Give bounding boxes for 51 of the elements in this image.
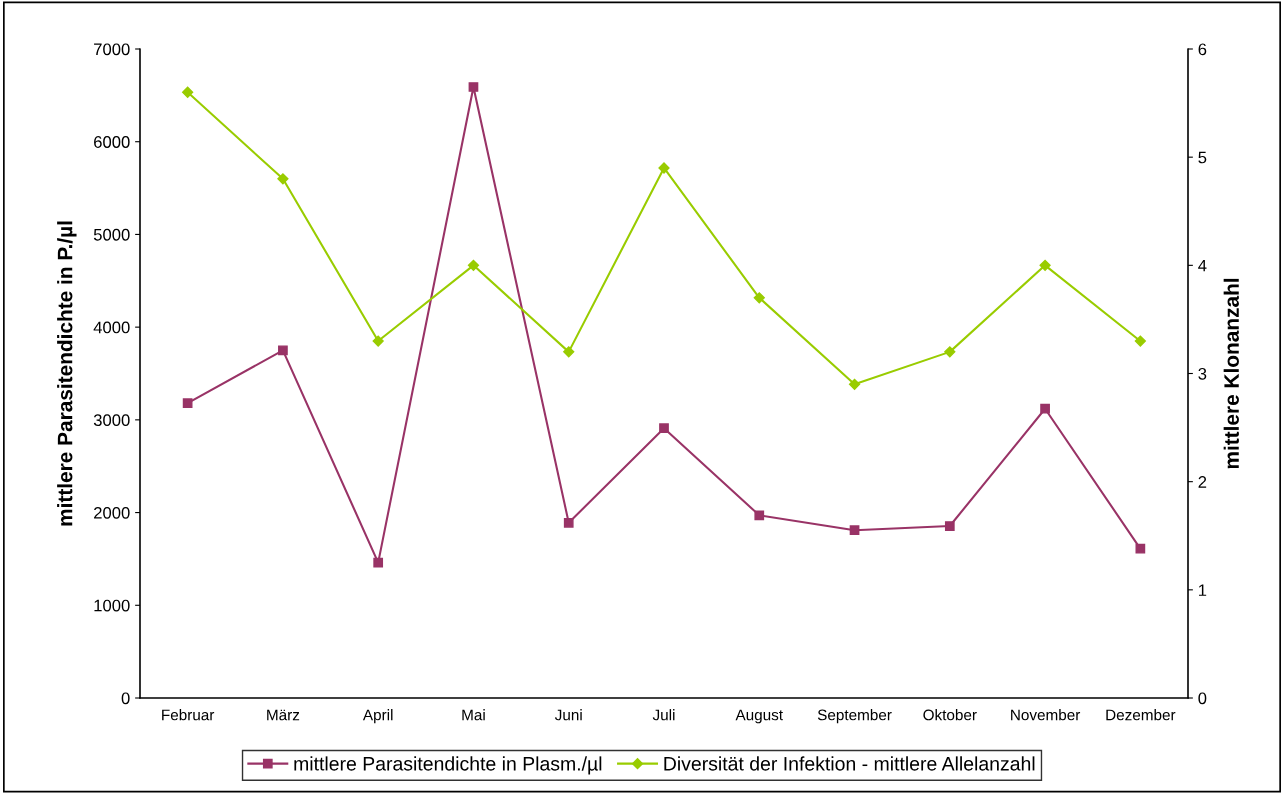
point (1040, 403, 1050, 414)
y2-tick-label: 5 (1198, 151, 1207, 164)
x-tick-label: April (362, 709, 393, 724)
y-tick-label: 2000 (94, 506, 130, 519)
x-tick-label: Mai (462, 709, 485, 721)
x-tick-label: Oktober (923, 709, 977, 721)
point (1134, 335, 1146, 347)
point (277, 173, 289, 185)
point (182, 86, 194, 98)
point (1039, 259, 1051, 271)
point (372, 335, 384, 347)
x-tick-label: August (735, 709, 783, 724)
y2-axis-title: mittlere Klonanzahl (1223, 278, 1239, 469)
y-tick-label: 6000 (94, 136, 130, 148)
point (944, 521, 955, 531)
point (659, 423, 669, 434)
x-tick-label: Februar (162, 709, 215, 721)
point (373, 557, 384, 568)
x-tick-label: März (267, 709, 300, 721)
point (944, 346, 956, 358)
y2-tick-label: 1 (1198, 584, 1207, 596)
x-tick-label: Dezember (1106, 709, 1176, 721)
y-tick-label: 3000 (93, 414, 130, 427)
y-tick-label: 1000 (94, 599, 130, 612)
y-axis-title: mittlere Parasitendichte in P./µl (57, 221, 77, 526)
point (563, 517, 574, 528)
y2-tick-label: 2 (1198, 476, 1207, 488)
x-tick-label: November (1011, 709, 1081, 721)
y-tick-label: 4000 (93, 321, 130, 334)
point (1135, 543, 1146, 554)
y2-tick-label: 4 (1198, 259, 1207, 272)
point (278, 345, 288, 356)
point (754, 510, 765, 521)
y2-tick-label: 3 (1198, 367, 1207, 380)
x-tick-label: Juli (652, 709, 675, 721)
x-tick-label: Juni (554, 709, 582, 721)
y2-tick-label: 0 (1198, 692, 1207, 705)
y-tick-label: 5000 (93, 228, 130, 241)
point (467, 259, 480, 271)
x-tick-label: September (817, 709, 892, 724)
y-tick-label: 7000 (94, 43, 130, 56)
y-tick-label: 0 (121, 692, 130, 705)
point (848, 378, 861, 390)
legend-label: Diversität der Infektion - mittlere Allelanzahl (664, 756, 1035, 771)
point (563, 346, 575, 358)
point (182, 398, 193, 409)
point (849, 525, 860, 536)
legend-label: mittlere Parasitendichte in Plasm./µl (294, 756, 602, 775)
point (753, 292, 765, 304)
point (468, 82, 479, 92)
y2-tick-label: 6 (1198, 43, 1207, 56)
